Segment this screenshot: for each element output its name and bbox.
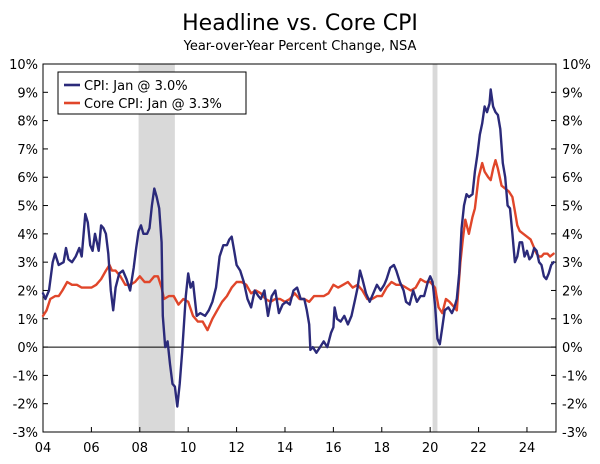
y-tick-label-left: -1% bbox=[13, 369, 38, 384]
chart-title: Headline vs. Core CPI bbox=[182, 11, 418, 36]
series-line-cpi bbox=[41, 88, 555, 408]
y-tick-label-right: 4% bbox=[562, 228, 583, 243]
y-tick-label-right: 6% bbox=[562, 171, 583, 186]
y-tick-label-left: 4% bbox=[17, 228, 38, 243]
recession-shading-layer bbox=[138, 64, 438, 432]
y-tick-label-right: 9% bbox=[562, 86, 583, 101]
y-tick-label-left: 9% bbox=[17, 86, 38, 101]
series-layer bbox=[41, 88, 555, 408]
x-tick-label: 16 bbox=[325, 441, 342, 456]
y-tick-label-left: 3% bbox=[17, 256, 38, 271]
y-tick-label-left: 8% bbox=[17, 115, 38, 130]
x-tick-label: 06 bbox=[83, 441, 100, 456]
recession-band-1 bbox=[432, 64, 438, 432]
legend-box bbox=[57, 71, 247, 115]
y-tick-label-left: -3% bbox=[13, 426, 38, 441]
x-tick-label: 04 bbox=[35, 441, 52, 456]
y-tick-label-right: 7% bbox=[562, 143, 583, 158]
y-tick-label-right: 1% bbox=[562, 313, 583, 328]
chart-subtitle: Year-over-Year Percent Change, NSA bbox=[183, 39, 417, 54]
x-tick-label: 12 bbox=[228, 441, 245, 456]
y-tick-label-right: 10% bbox=[562, 58, 591, 73]
x-tick-label: 24 bbox=[519, 441, 536, 456]
y-tick-label-right: 8% bbox=[562, 115, 583, 130]
y-tick-label-left: 5% bbox=[17, 200, 38, 215]
x-tick-label: 14 bbox=[277, 441, 294, 456]
axes-layer: -3% -3% -2% -2% -1% -1% 0% 0% 1% 1% 2% 2% 3% 3% 4% 4% 5%… bbox=[9, 58, 591, 456]
x-tick-label: 20 bbox=[422, 441, 439, 456]
y-tick-label-left: -2% bbox=[13, 398, 38, 413]
legend-label: CPI: Jan @ 3.0% bbox=[84, 79, 188, 94]
recession-band-0 bbox=[138, 64, 175, 432]
y-tick-label-right: 2% bbox=[562, 284, 583, 299]
y-tick-label-right: -2% bbox=[562, 398, 587, 413]
y-tick-label-right: -1% bbox=[562, 369, 587, 384]
y-tick-label-left: 7% bbox=[17, 143, 38, 158]
legend-label: Core CPI: Jan @ 3.3% bbox=[84, 97, 222, 112]
series-line-core-cpi bbox=[41, 159, 555, 332]
y-tick-label-left: 6% bbox=[17, 171, 38, 186]
y-tick-label-left: 10% bbox=[9, 58, 38, 73]
y-tick-label-right: 3% bbox=[562, 256, 583, 271]
legend: CPI: Jan @ 3.0% Core CPI: Jan @ 3.3% bbox=[57, 71, 247, 115]
y-tick-label-right: 0% bbox=[562, 341, 583, 356]
y-tick-label-left: 2% bbox=[17, 284, 38, 299]
y-tick-label-left: 0% bbox=[17, 341, 38, 356]
x-tick-label: 08 bbox=[132, 441, 149, 456]
x-tick-label: 10 bbox=[180, 441, 197, 456]
y-tick-label-right: 5% bbox=[562, 200, 583, 215]
y-tick-label-right: -3% bbox=[562, 426, 587, 441]
x-tick-label: 22 bbox=[470, 441, 487, 456]
x-tick-label: 18 bbox=[374, 441, 391, 456]
plot-frame bbox=[42, 63, 557, 433]
y-tick-label-left: 1% bbox=[17, 313, 38, 328]
